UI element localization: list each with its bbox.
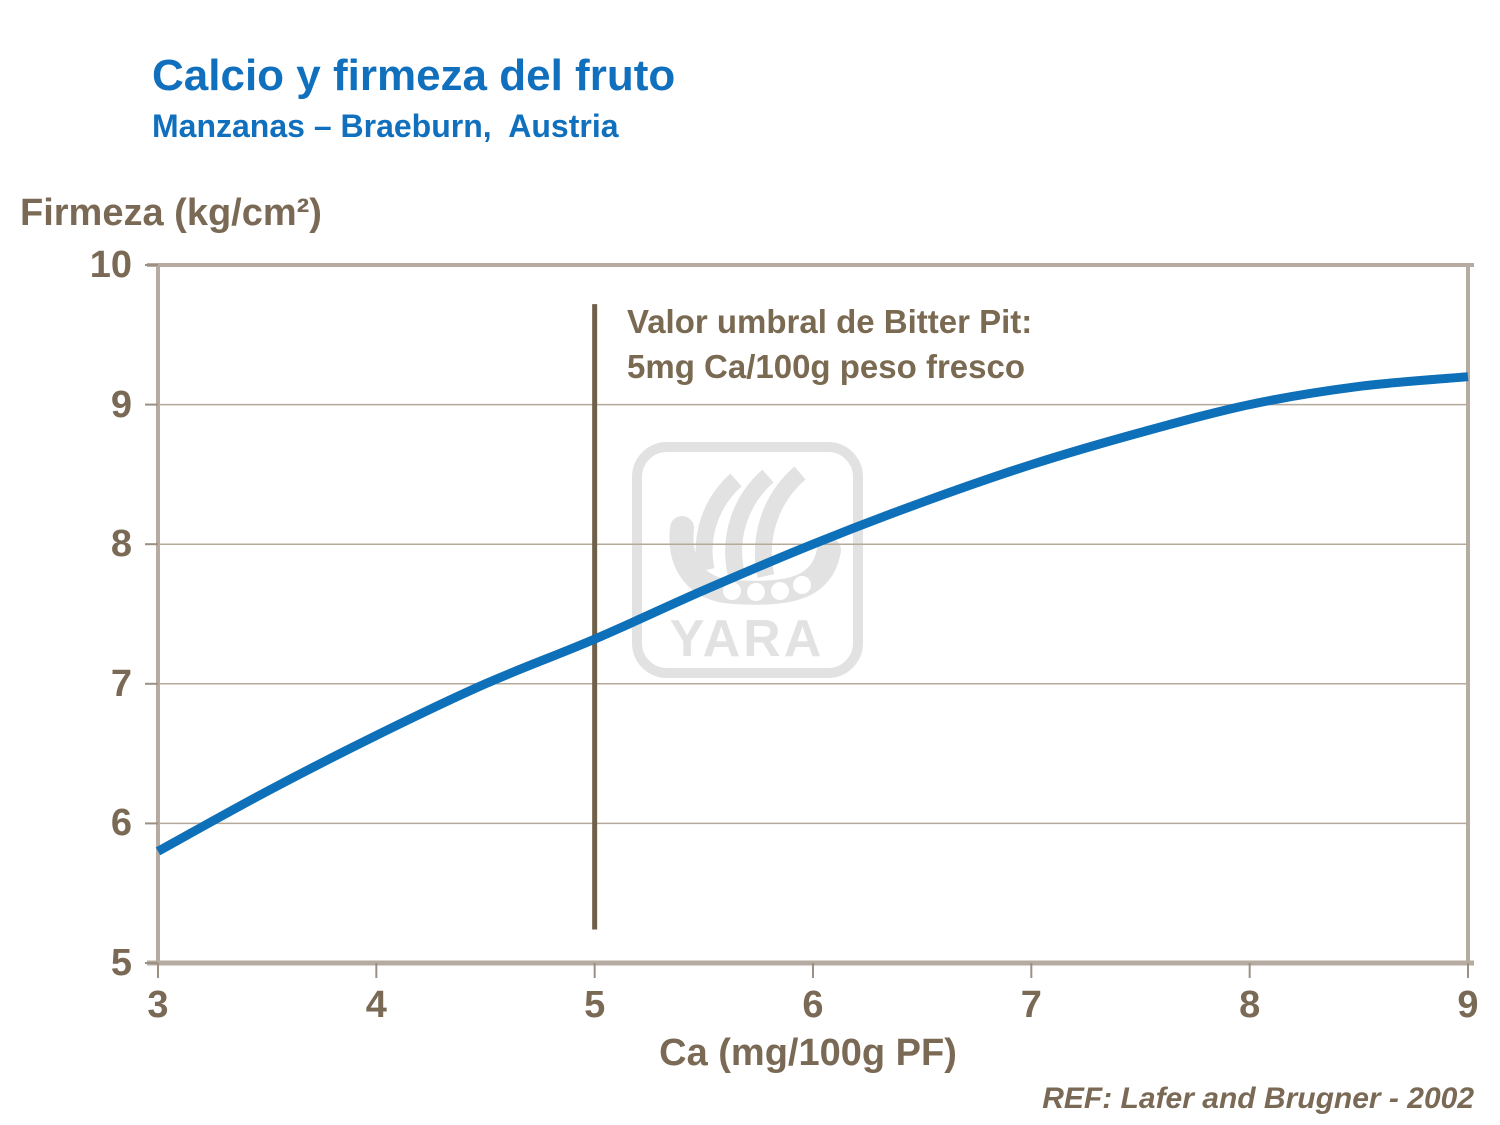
y-axis-title: Firmeza (kg/cm²) <box>20 192 322 234</box>
x-tick-label-8: 8 <box>1239 984 1261 1026</box>
x-tick-label-9: 9 <box>1457 984 1479 1026</box>
watermark-frame <box>632 442 863 678</box>
x-tick-label-4: 4 <box>365 984 387 1026</box>
y-tick-label-6: 6 <box>110 802 132 845</box>
watermark-hull-hole <box>793 576 811 594</box>
header: Calcio y firmeza del fruto Manzanas – Br… <box>152 51 676 145</box>
y-tick-label-7: 7 <box>110 662 132 705</box>
x-tick-label-3: 3 <box>147 984 169 1026</box>
threshold-annotation: Valor umbral de Bitter Pit: 5mg Ca/100g … <box>627 300 1032 389</box>
watermark-wordmark: YARA <box>670 610 825 668</box>
watermark-sail-icon <box>695 473 742 572</box>
y-tick-label-10: 10 <box>89 244 132 286</box>
threshold-annotation-line1: Valor umbral de Bitter Pit: <box>627 303 1033 340</box>
y-tick-label-9: 9 <box>110 383 132 426</box>
firmness-curve <box>155 372 1469 856</box>
watermark-hull-hole <box>747 583 765 601</box>
watermark-sail-icon <box>725 469 774 575</box>
series-group <box>155 372 1469 856</box>
x-tick-label-6: 6 <box>802 984 824 1026</box>
yara-watermark-logo: YARA <box>632 442 863 678</box>
page-subtitle: Manzanas – Braeburn, Austria <box>152 108 619 145</box>
y-tick-label-8: 8 <box>110 523 132 566</box>
reference-citation: REF: Lafer and Brugner - 2002 <box>1042 1082 1474 1115</box>
x-tick-label-5: 5 <box>584 984 606 1026</box>
page-title: Calcio y firmeza del fruto <box>152 51 676 100</box>
threshold-annotation-line2: 5mg Ca/100g peso fresco <box>627 347 1025 385</box>
watermark-hull-hole <box>771 582 789 600</box>
x-axis-title: Ca (mg/100g PF) <box>659 1032 957 1074</box>
watermark-hull-hole <box>723 582 741 600</box>
y-tick-label-5: 5 <box>110 942 132 984</box>
x-tick-label-7: 7 <box>1020 984 1042 1026</box>
